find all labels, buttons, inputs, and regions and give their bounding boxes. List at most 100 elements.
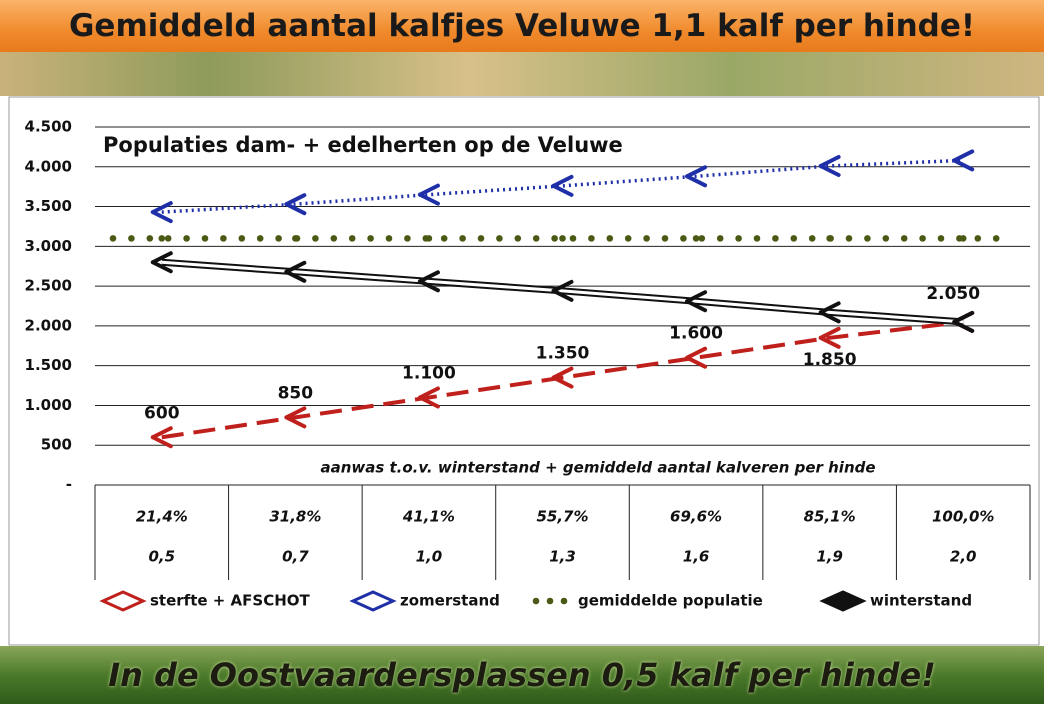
y-tick-label: 1.000 — [25, 396, 72, 414]
series-dot — [128, 235, 135, 242]
data-point — [818, 154, 841, 177]
y-tick-label: 4.500 — [25, 118, 72, 136]
legend-label: sterfte + AFSCHOT — [150, 592, 311, 610]
data-point — [559, 235, 566, 242]
series-dot — [588, 235, 595, 242]
series-dot — [808, 235, 816, 242]
data-point — [685, 346, 708, 369]
series-dot — [753, 235, 761, 242]
series-dot — [845, 235, 853, 242]
data-point — [150, 426, 173, 449]
annotation: aanwas t.o.v. winterstand + gemiddeld aa… — [320, 459, 875, 477]
x-sublabel: 1,0 — [416, 548, 443, 566]
photo-strip — [0, 52, 1044, 96]
x-tick-label: 100,0% — [932, 508, 994, 526]
data-point — [826, 235, 833, 242]
x-sublabel: 1,9 — [816, 548, 843, 566]
series-dot — [201, 235, 209, 242]
footer-title: In de Oostvaardersplassen 0,5 kalf per h… — [108, 656, 936, 694]
series-dot — [477, 235, 485, 242]
x-tick-label: 69,6% — [670, 508, 722, 526]
x-sublabel: 2,0 — [950, 548, 977, 566]
series-dot — [624, 235, 632, 242]
series-dot — [551, 235, 558, 242]
legend-symbol — [99, 590, 147, 612]
legend-symbol — [532, 597, 540, 605]
data-point — [685, 290, 708, 313]
series-dot — [404, 235, 411, 242]
data-point — [959, 235, 967, 242]
data-point — [952, 310, 975, 333]
series-dot — [109, 235, 117, 242]
header-title: Gemiddeld aantal kalfjes Veluwe 1,1 kalf… — [68, 8, 976, 44]
series-dot — [900, 235, 908, 242]
x-sublabel: 0,7 — [282, 548, 309, 566]
series-dot — [992, 235, 1000, 242]
data-point — [818, 326, 841, 349]
data-point — [952, 149, 975, 172]
data-label: 850 — [278, 383, 314, 403]
data-point — [417, 270, 440, 293]
chart-title: Populaties dam- + edelherten op de Veluw… — [103, 133, 623, 157]
x-tick-label: 41,1% — [402, 508, 455, 526]
series-dot — [275, 235, 282, 242]
series-dot — [348, 235, 356, 242]
y-tick-label: 500 — [41, 436, 72, 454]
data-point — [284, 193, 307, 216]
legend-symbol — [560, 597, 568, 605]
legend-symbol — [819, 590, 867, 612]
x-sublabel: 1,3 — [549, 548, 576, 566]
x-tick-label: 55,7% — [536, 508, 588, 526]
series-dot — [312, 235, 319, 242]
series-dot — [772, 235, 779, 242]
data-point — [551, 174, 574, 197]
y-tick-label: - — [66, 476, 72, 494]
series-dot — [569, 235, 577, 242]
series-dot — [146, 235, 154, 242]
y-tick-label: 3.000 — [25, 237, 72, 255]
series-dot — [459, 235, 466, 242]
series-dot — [164, 235, 172, 242]
series-dot — [698, 235, 706, 242]
series-line-inner — [161, 260, 964, 324]
series-dot — [514, 235, 522, 242]
data-point — [818, 301, 841, 324]
series-dot — [864, 235, 871, 242]
y-tick-label: 2.500 — [25, 277, 72, 295]
x-tick-label: 31,8% — [269, 508, 321, 526]
x-sublabel: 0,5 — [148, 548, 175, 566]
series-dot — [496, 235, 503, 242]
data-point — [417, 183, 440, 206]
series-dot — [256, 235, 264, 242]
x-tick-label: 21,4% — [136, 508, 188, 526]
series-dot — [735, 235, 742, 242]
data-point — [150, 201, 173, 224]
data-label: 600 — [144, 403, 180, 423]
chart: - 500 1.000 1.500 2.000 2.500 3.000 3.500 4.000 4… — [8, 96, 1040, 646]
y-tick-label: 2.000 — [25, 316, 72, 334]
legend-symbol — [546, 597, 554, 605]
series-line — [161, 158, 964, 214]
data-label: 1.350 — [536, 344, 590, 364]
data-point — [692, 235, 700, 242]
series-dot — [532, 235, 540, 242]
series-dot — [937, 235, 945, 242]
y-tick-label: 4.000 — [25, 157, 72, 175]
data-point — [284, 260, 307, 283]
data-point — [551, 279, 574, 302]
legend-label: gemiddelde populatie — [578, 592, 763, 610]
chart-frame — [8, 96, 1040, 646]
series-dot — [716, 235, 724, 242]
y-tick-label: 1.500 — [25, 356, 72, 374]
x-sublabel: 1,6 — [683, 548, 710, 566]
series-dot — [367, 235, 374, 242]
data-point — [158, 235, 166, 242]
legend-label: zomerstand — [400, 592, 500, 610]
data-label: 2.050 — [926, 284, 980, 304]
series-dot — [238, 235, 246, 242]
data-point — [417, 386, 440, 409]
data-point — [284, 406, 307, 429]
data-point — [425, 235, 433, 242]
series-dot — [220, 235, 227, 242]
series-dot — [643, 235, 650, 242]
